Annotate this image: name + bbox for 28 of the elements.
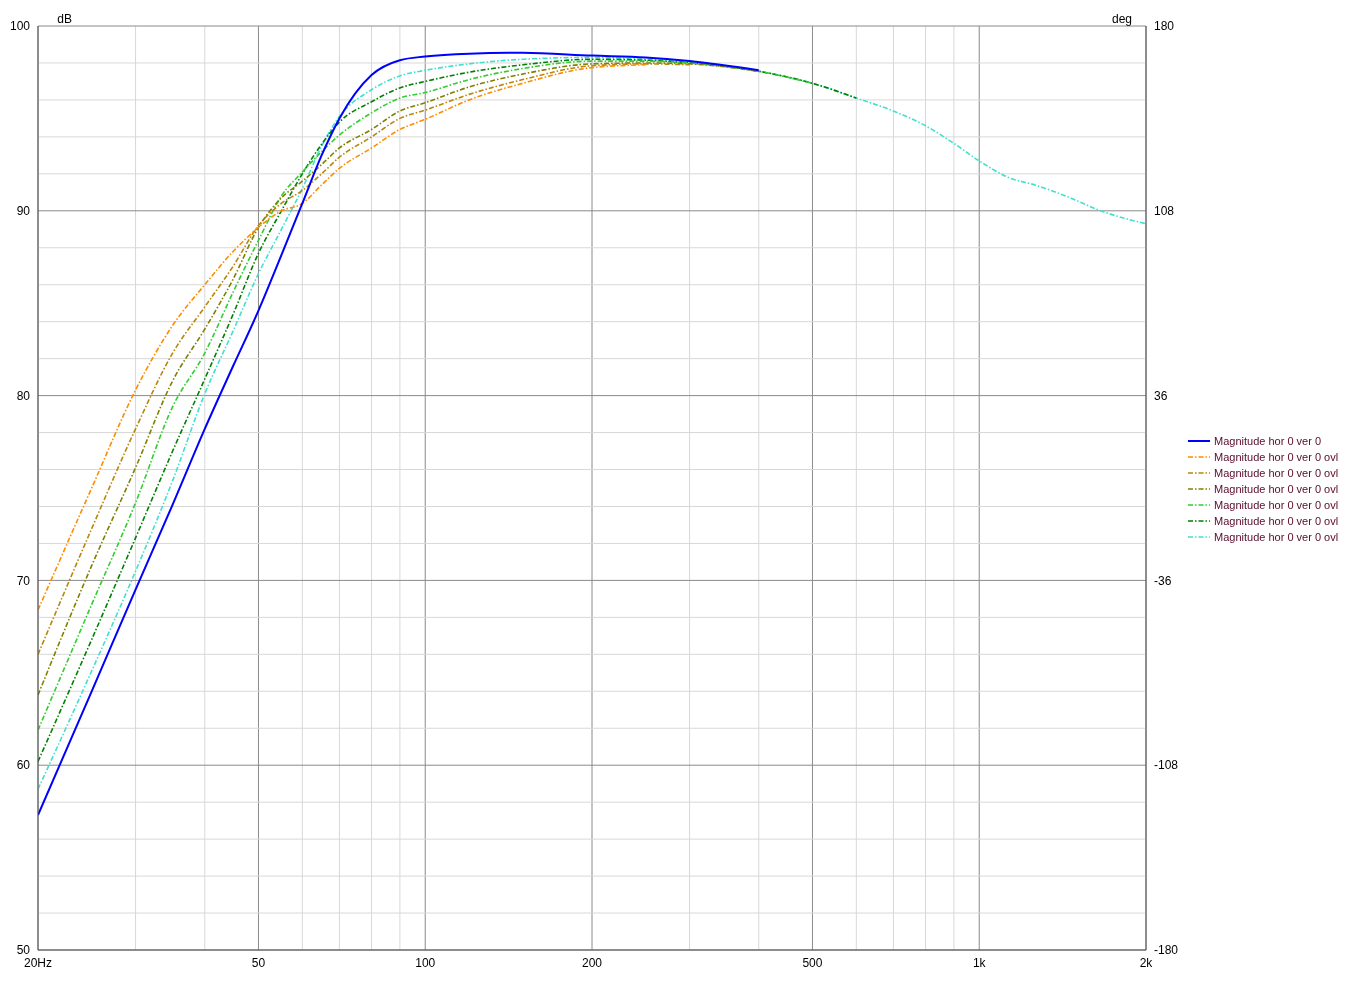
legend-label: Magnitude hor 0 ver 0 ovl [1214, 531, 1339, 543]
y2-axis-title: deg [1112, 11, 1133, 26]
legend-label: Magnitude hor 0 ver 0 ovl [1214, 499, 1339, 511]
y2-tick-label: -36 [1154, 573, 1172, 588]
legend-label: Magnitude hor 0 ver 0 ovl [1214, 515, 1339, 527]
y2-tick-label: 180 [1154, 19, 1175, 34]
y2-tick-label: 108 [1154, 204, 1175, 219]
x-tick-label: 500 [802, 955, 823, 970]
y2-tick-label: -180 [1154, 943, 1179, 958]
y-tick-label: 60 [16, 758, 31, 773]
y-axis-title: dB [57, 11, 72, 26]
y-tick-label: 80 [16, 388, 31, 403]
x-tick-label: 20Hz [23, 955, 53, 970]
x-tick-label: 1k [972, 955, 987, 970]
legend-label: Magnitude hor 0 ver 0 ovl [1214, 483, 1339, 495]
y-tick-label: 50 [16, 943, 31, 958]
y-tick-label: 90 [16, 204, 31, 219]
x-tick-label: 50 [251, 955, 266, 970]
legend-label: Magnitude hor 0 ver 0 ovl [1214, 451, 1339, 463]
y2-tick-label: -108 [1154, 758, 1179, 773]
x-tick-label: 2k [1139, 955, 1154, 970]
y2-tick-label: 36 [1154, 388, 1168, 403]
legend-label: Magnitude hor 0 ver 0 ovl [1214, 467, 1339, 479]
y-tick-label: 100 [9, 19, 31, 34]
x-tick-label: 100 [415, 955, 436, 970]
legend-label: Magnitude hor 0 ver 0 [1214, 435, 1322, 447]
y-tick-label: 70 [16, 573, 31, 588]
x-tick-label: 200 [581, 955, 603, 970]
